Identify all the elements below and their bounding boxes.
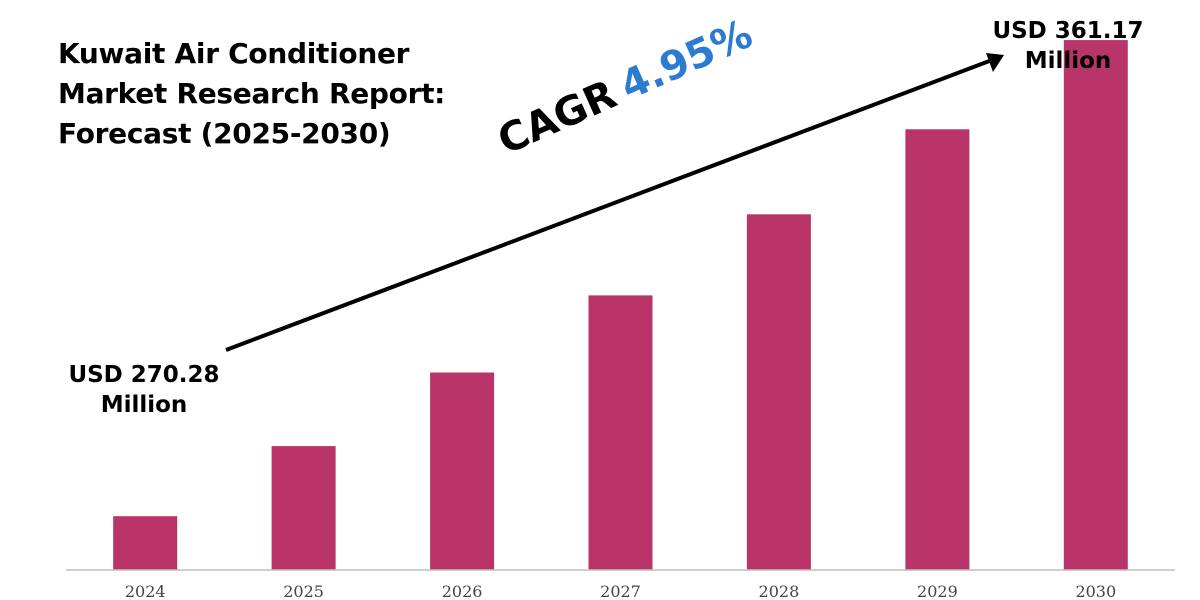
x-tick-label-2028: 2028	[759, 582, 800, 600]
bar-2025	[271, 446, 336, 570]
growth-arrow-line	[225, 58, 993, 352]
bars-layer	[113, 40, 1128, 571]
growth-arrow	[225, 53, 1004, 352]
end-value-label: USD 361.17 Million	[968, 16, 1168, 76]
start-value-amount: USD 270.28	[68, 362, 220, 388]
growth-arrow-head	[986, 53, 1004, 72]
x-tick-label-2025: 2025	[283, 582, 324, 600]
bar-2030	[1063, 40, 1128, 571]
x-tick-label-2030: 2030	[1075, 582, 1116, 600]
bar-2029	[905, 129, 970, 571]
chart-title-line-1: Kuwait Air Conditioner	[58, 37, 410, 70]
bar-2028	[746, 214, 811, 571]
bar-2027	[588, 295, 653, 570]
x-tick-label-2029: 2029	[917, 582, 958, 600]
start-value-unit: Million	[100, 392, 188, 418]
x-tick-labels: 2024 2025 2026 2027 2028 2029 2030	[125, 582, 1116, 600]
chart-title-line-2: Market Research Report:	[58, 77, 446, 110]
x-tick-label-2027: 2027	[600, 582, 641, 600]
end-value-unit: Million	[1024, 48, 1112, 74]
x-tick-label-2024: 2024	[125, 582, 166, 600]
chart-title: Kuwait Air Conditioner Market Research R…	[58, 34, 478, 154]
bar-2026	[430, 372, 495, 570]
end-value-amount: USD 361.17	[992, 18, 1144, 44]
chart-title-line-3: Forecast (2025-2030)	[58, 117, 391, 150]
start-value-label: USD 270.28 Million	[44, 360, 244, 420]
x-tick-label-2026: 2026	[442, 582, 483, 600]
bar-2024	[113, 516, 178, 570]
